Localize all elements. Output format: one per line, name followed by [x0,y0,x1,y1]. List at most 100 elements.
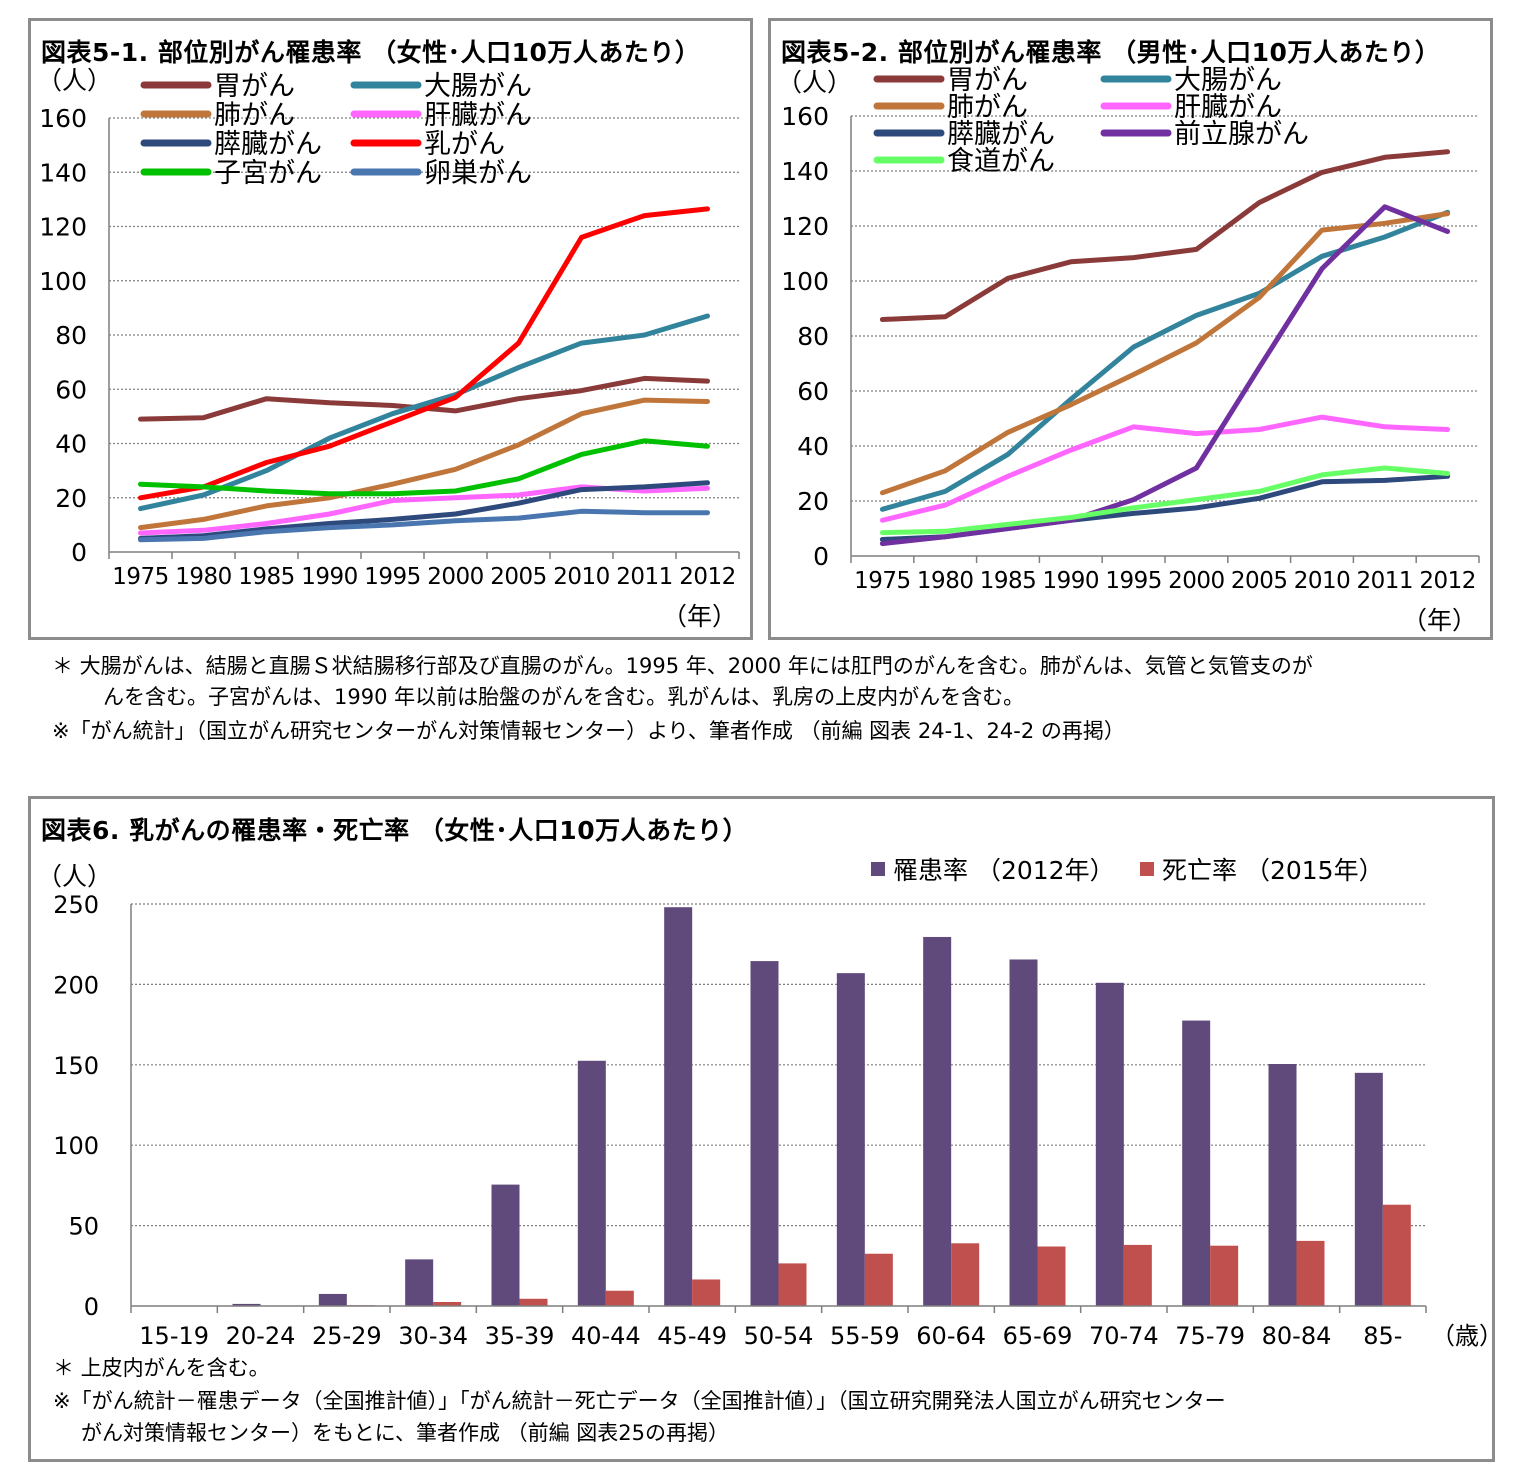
chart-panel-female: 図表5-1. 部位別がん罹患率 （女性･人口10万人あたり） 0 20 40 60 80… [28,18,753,640]
y-tick-label: 60 [55,375,87,404]
legend-label: 死亡率 （2015年） [1162,856,1384,885]
series-line [879,209,1451,512]
y-tick-label: 160 [39,104,87,133]
x-tick-label: 1980 [175,564,232,590]
series-line [879,149,1451,322]
y-axis-unit: （人） [37,66,112,95]
x-axis-unit: （歳） [1431,1322,1503,1350]
chart-panel-male: 図表5-2. 部位別がん罹患率 （男性･人口10万人あたり） 0 20 40 60 80… [768,18,1493,640]
x-tick-label: 1985 [238,564,295,590]
y-tick-label: 20 [797,487,829,516]
x-tick-label: 2005 [1231,568,1288,594]
mortality-bar [519,1298,548,1306]
legend-label: 肝臓がん [424,100,532,131]
line-chart-male: 0 20 40 60 80 100 120 140 160 1975 1980 1985 1990 199… [777,65,1480,635]
y-tick-label: 80 [55,321,87,350]
y-tick-label: 0 [813,542,829,571]
x-tick-label: 35-39 [485,1322,555,1350]
incidence-bar [318,1293,347,1306]
x-tick-label: 30-34 [398,1322,468,1350]
footnote-line: んを含む。子宮がんは、1990 年以前は胎盤のがんを含む。乳がんは、乳房の上皮内… [103,685,1025,709]
series-line [138,206,710,501]
x-axis-unit: （年） [662,602,737,631]
mortality-bar [1037,1246,1066,1306]
source-note: がん対策情報センター）をもとに、筆者作成 （前編 図表25の再掲） [81,1421,730,1445]
legend-label: 乳がん [424,129,505,160]
incidence-bar [232,1303,261,1306]
x-tick-label: 70-74 [1089,1322,1159,1350]
source-note: ※「がん統計」（国立がん研究センターがん対策情報センター）より、筆者作成 （前編… [52,719,1125,743]
chart-title: 図表5-1. 部位別がん罹患率 （女性･人口10万人あたり） [41,38,701,67]
incidence-bar [405,1259,434,1306]
y-tick-label: 0 [84,1293,99,1321]
x-tick-label: 45-49 [657,1322,727,1350]
y-tick-label: 200 [53,971,99,999]
legend-label: 肺がん [214,100,295,131]
incidence-bar [750,961,779,1306]
y-tick-label: 40 [55,430,87,459]
y-tick-label: 100 [39,267,87,296]
x-tick-label: 1980 [917,568,974,594]
series-line [138,313,710,512]
x-tick-label: 2012 [1419,568,1476,594]
x-tick-label: 1985 [980,568,1037,594]
x-tick-label: 80-84 [1262,1322,1332,1350]
series-line [879,465,1451,536]
incidence-bar [923,936,952,1306]
legend-label: 胃がん [214,71,295,102]
y-tick-label: 50 [68,1213,99,1241]
legend-label: 罹患率 （2012年） [893,856,1115,885]
y-tick-label: 140 [781,157,829,186]
footnote-line: ＊ 上皮内がんを含む。 [53,1356,270,1380]
x-tick-label: 25-29 [312,1322,382,1350]
legend-label: 肺がん [947,92,1028,123]
legend-label: 大腸がん [424,71,532,102]
y-axis-unit: （人） [777,68,852,97]
mortality-bar [864,1253,893,1306]
legend-label: 肝臓がん [1174,92,1282,123]
source-note: ※「がん統計－罹患データ（全国推計値）」「がん統計－死亡データ（全国推計値）」（… [53,1389,1226,1413]
x-tick-label: 2010 [553,564,610,590]
incidence-bar [836,973,865,1306]
series-line [138,438,710,497]
x-tick-label: 2010 [1294,568,1351,594]
y-tick-label: 250 [53,891,99,919]
y-tick-label: 140 [39,158,87,187]
incidence-bar [1354,1072,1383,1306]
x-tick-label: 2000 [1168,568,1225,594]
x-tick-label: 2011 [616,564,673,590]
x-tick-label: 1995 [1105,568,1162,594]
legend-label: 胃がん [947,65,1028,96]
series-line [879,211,1451,496]
legend-label: 大腸がん [1174,65,1282,96]
x-axis-unit: （年） [1402,606,1477,635]
x-tick-label: 2012 [679,564,736,590]
bar-chart-breast-cancer: 0 50 100 150 200 250 15-19 20-24 25-29 30-34 35-39… [37,856,1503,1350]
x-tick-label: 60-64 [916,1322,986,1350]
incidence-bar [1009,959,1038,1306]
mortality-bar [1123,1244,1152,1306]
y-tick-label: 0 [71,538,87,567]
mortality-bar [1382,1204,1411,1306]
y-tick-label: 80 [797,322,829,351]
y-tick-label: 100 [781,267,829,296]
x-tick-label: 75-79 [1175,1322,1245,1350]
legend-label: 食道がん [947,146,1055,177]
x-tick-label: 85- [1363,1322,1402,1350]
incidence-bar [491,1184,520,1306]
y-tick-label: 40 [797,432,829,461]
y-axis-unit: （人） [37,862,112,891]
chart-title: 図表5-2. 部位別がん罹患率 （男性･人口10万人あたり） [781,38,1441,67]
x-tick-label: 20-24 [226,1322,296,1350]
x-tick-label: 1990 [1043,568,1100,594]
series-line [138,480,710,541]
x-tick-label: 50-54 [744,1322,814,1350]
mortality-bar [1210,1245,1239,1306]
incidence-bar [1268,1063,1297,1306]
x-tick-label: 65-69 [1003,1322,1073,1350]
y-tick-label: 60 [797,377,829,406]
legend-label: 子宮がん [214,158,322,189]
x-tick-label: 40-44 [571,1322,641,1350]
incidence-bar [1095,982,1124,1306]
mortality-bar [1296,1240,1325,1306]
